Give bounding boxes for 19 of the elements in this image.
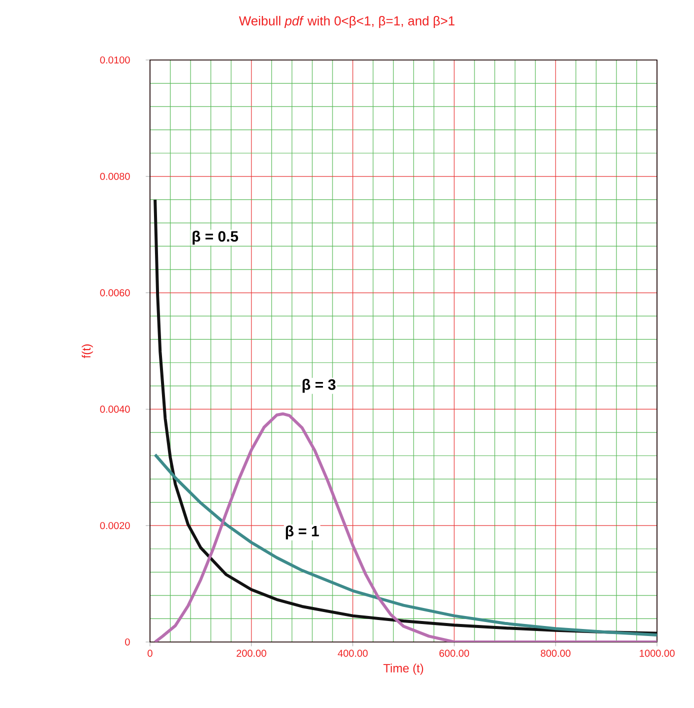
text: β = 0.5: [192, 230, 238, 245]
series-label: β = 3: [302, 378, 336, 393]
x-tick-label: 800.00: [540, 650, 570, 657]
x-tick-label: 600.00: [439, 650, 470, 657]
series-label: β = 1: [286, 525, 319, 540]
y-tick-label: 0.0080: [100, 172, 130, 180]
y-tick-label: 0.0100: [100, 56, 130, 64]
x-tick-label: 0: [148, 650, 152, 657]
line-series: [154, 453, 658, 637]
y-tick-label: 0: [125, 638, 130, 646]
y-axis-title: f(t): [82, 344, 93, 358]
y-tick-label: 0.0060: [100, 289, 130, 296]
y-tick-label: 0.0020: [100, 522, 130, 530]
x-axis-title: Time (t): [383, 664, 424, 675]
x-tick-label: 200.00: [236, 650, 266, 657]
x-tick-label: 1000.00: [640, 650, 675, 657]
y-tick-label: 0.0040: [100, 406, 130, 413]
x-tick-label: 400.00: [338, 650, 368, 657]
chart-title: Weibull pdf with 0<β<1, β=1, and β>1: [238, 16, 454, 28]
